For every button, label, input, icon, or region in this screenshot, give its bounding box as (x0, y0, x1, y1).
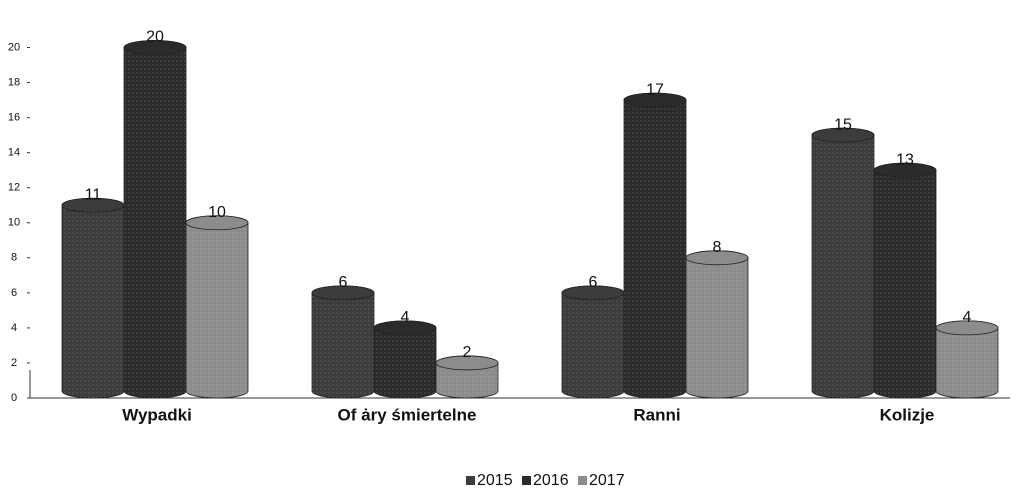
bar-top (185, 215, 249, 231)
y-tick-label: 14 (8, 147, 20, 159)
value-label: 15 (834, 116, 852, 133)
bar-top (373, 320, 437, 336)
bar-texture (186, 215, 248, 398)
x-tick-label: Ranni (633, 405, 680, 424)
value-label: 11 (85, 186, 102, 203)
bar-top (811, 127, 875, 143)
bar-top (685, 250, 749, 266)
y-tick-label: 0 (11, 392, 17, 404)
value-label: 13 (896, 151, 914, 168)
value-label: 2 (463, 344, 472, 361)
bar-top (435, 355, 499, 371)
value-label: 6 (339, 274, 348, 291)
bar-top (123, 40, 187, 55)
legend-swatch (578, 476, 587, 485)
x-tick-label: Kolizje (880, 405, 935, 424)
bar-top (935, 320, 999, 336)
legend-label: 2015 (477, 472, 513, 489)
y-tick-label: 16 (8, 112, 20, 124)
value-label: 8 (713, 239, 722, 256)
y-tick-label: 2 (11, 357, 17, 369)
x-tick-label: Wypadki (122, 405, 192, 424)
y-tick-label: 4 (11, 322, 17, 334)
legend-swatch (522, 476, 531, 485)
y-tick-label: 20 (8, 41, 20, 53)
value-label: 20 (146, 29, 164, 46)
y-tick-label: 6 (11, 287, 17, 299)
bar-texture (312, 285, 374, 398)
x-tick-label: Of ȧry śmiertelne (338, 405, 477, 424)
y-tick-label: 12 (8, 182, 20, 194)
value-label: 17 (646, 81, 664, 98)
bar-texture (124, 40, 186, 399)
value-label: 4 (963, 309, 972, 326)
bar-top (311, 285, 375, 301)
bar-top (623, 92, 687, 108)
bar-texture (874, 163, 936, 398)
value-label: 6 (589, 274, 598, 291)
legend-swatch (466, 476, 475, 485)
y-tick-label: 8 (11, 252, 17, 264)
bar-texture (936, 320, 998, 398)
value-label: 4 (401, 309, 410, 326)
value-label: 10 (208, 204, 226, 221)
bar-texture (686, 250, 748, 398)
bar-texture (62, 198, 124, 398)
legend-label: 2017 (589, 472, 625, 489)
bar-texture (624, 93, 686, 398)
y-tick-label: 10 (8, 217, 20, 229)
bar-texture (812, 128, 874, 398)
y-tick-label: 18 (8, 76, 20, 88)
legend-label: 2016 (533, 472, 569, 489)
bar-top (873, 162, 937, 178)
bar-texture (562, 285, 624, 398)
bar-texture (374, 320, 436, 398)
